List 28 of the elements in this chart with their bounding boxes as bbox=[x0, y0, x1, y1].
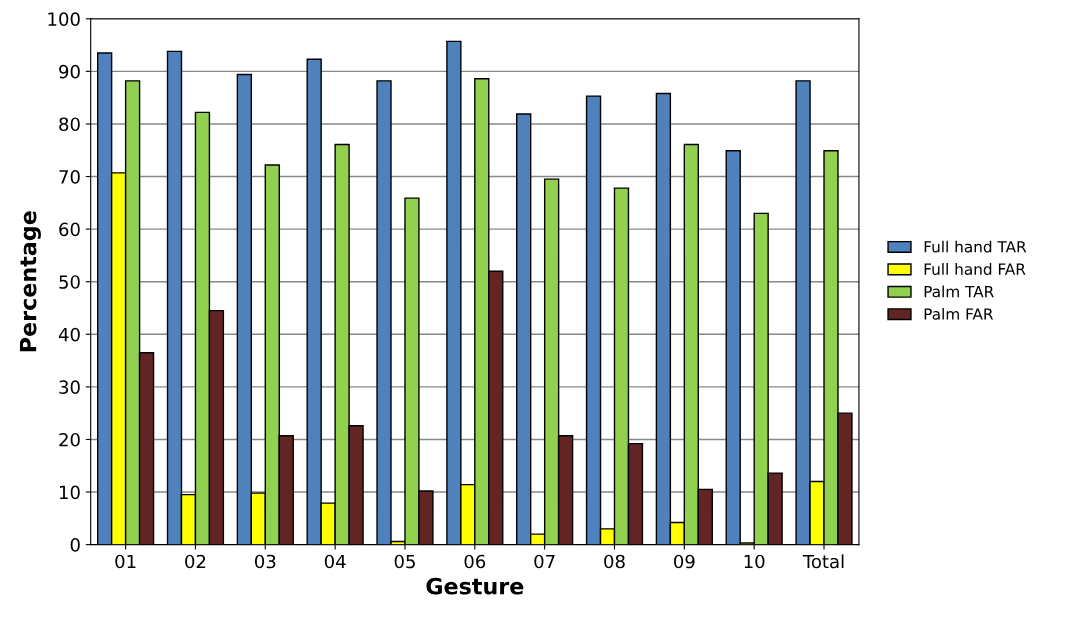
y-tick-label: 90 bbox=[59, 64, 80, 79]
x-tick-label: 07 bbox=[534, 554, 555, 569]
y-tick-label: 50 bbox=[59, 275, 80, 289]
y-tick-label: 40 bbox=[58, 327, 80, 342]
x-tick-label: 09 bbox=[674, 554, 695, 569]
x-tick-label: 02 bbox=[185, 554, 206, 569]
legend-label: Full hand TAR bbox=[924, 240, 1027, 253]
y-tick-label: 30 bbox=[59, 380, 80, 394]
legend-label: Palm FAR bbox=[924, 307, 994, 320]
x-tick-label: 04 bbox=[324, 554, 346, 569]
y-tick-label: 100 bbox=[48, 12, 80, 26]
y-tick-label: 70 bbox=[59, 169, 80, 184]
y-axis-title: Percentage bbox=[19, 211, 41, 352]
y-tick-label: 20 bbox=[59, 432, 80, 447]
x-tick-label: 10 bbox=[744, 554, 765, 569]
x-tick-label: 01 bbox=[115, 554, 136, 569]
x-axis-title: Gesture bbox=[426, 577, 524, 595]
x-tick-label: 08 bbox=[604, 554, 625, 569]
y-tick-label: 0 bbox=[70, 538, 80, 552]
y-tick-label: 80 bbox=[59, 117, 80, 132]
y-tick-label: 60 bbox=[59, 222, 80, 237]
x-tick-label: 06 bbox=[464, 554, 486, 569]
x-tick-label: Total bbox=[802, 554, 844, 569]
legend-label: Palm TAR bbox=[924, 285, 994, 298]
legend-label: Full hand FAR bbox=[924, 263, 1026, 275]
x-tick-label: 03 bbox=[255, 554, 276, 569]
y-tick-label: 10 bbox=[59, 485, 80, 500]
x-tick-label: 05 bbox=[394, 554, 415, 569]
